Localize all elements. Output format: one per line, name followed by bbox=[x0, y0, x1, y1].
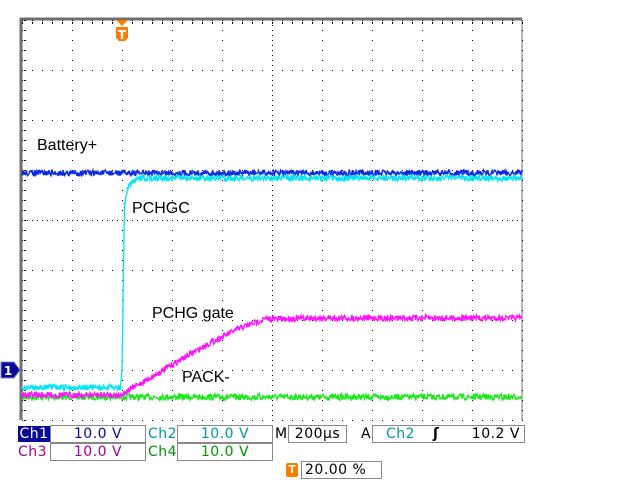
rising-edge-icon: ʃ bbox=[433, 426, 440, 442]
trigger-position-icon: T bbox=[286, 463, 298, 477]
graticule bbox=[19, 17, 523, 421]
ch1-scale[interactable]: 10.0 V bbox=[50, 425, 146, 443]
annotation-battery: Battery+ bbox=[37, 137, 97, 154]
ch2-scale[interactable]: 10.0 V bbox=[177, 425, 273, 443]
ch1-ground-marker[interactable]: 1 bbox=[0, 361, 21, 379]
trigger-t-icon bbox=[116, 27, 128, 41]
trigger-settings[interactable]: Ch2 ʃ 10.2 V bbox=[372, 425, 525, 443]
trace-ch3 bbox=[21, 312, 523, 400]
annotation-pack: PACK- bbox=[182, 369, 230, 386]
ch4-scale[interactable]: 10.0 V bbox=[177, 443, 273, 461]
ch2-label[interactable]: Ch2 bbox=[148, 426, 178, 442]
trigger-arrow-icon bbox=[116, 20, 128, 26]
trace-ch2 bbox=[21, 172, 523, 393]
timebase-value[interactable]: 200µs bbox=[288, 425, 347, 443]
annotation-pchg-gate: PCHG gate bbox=[152, 305, 234, 322]
ground-marker-icon bbox=[0, 361, 21, 379]
graticule-dots bbox=[22, 20, 523, 421]
ch4-label[interactable]: Ch4 bbox=[148, 444, 178, 460]
trigger-level: 10.2 V bbox=[471, 426, 520, 442]
ch3-scale[interactable]: 10.0 V bbox=[50, 443, 146, 461]
ground-marker-text: 1 bbox=[4, 364, 12, 378]
graticule-border bbox=[19, 17, 522, 420]
annotation-pchgc: PCHGC bbox=[132, 200, 190, 217]
trace-ch1 bbox=[21, 167, 523, 179]
ch3-label[interactable]: Ch3 bbox=[18, 444, 48, 460]
timebase-label: M bbox=[275, 426, 288, 442]
trigger-marker-text: T bbox=[118, 28, 127, 42]
trigger-source: Ch2 bbox=[386, 426, 416, 442]
trigger-label: A bbox=[361, 426, 372, 442]
oscilloscope-display: Battery+ PCHGC PCHG gate PACK- T 1 bbox=[0, 17, 523, 421]
trace-ch4 bbox=[21, 391, 523, 403]
trigger-position-value[interactable]: 20.00 % bbox=[301, 461, 382, 479]
trigger-position-marker[interactable]: T bbox=[116, 20, 128, 42]
traces bbox=[21, 167, 523, 403]
ch1-label[interactable]: Ch1 bbox=[18, 426, 50, 442]
